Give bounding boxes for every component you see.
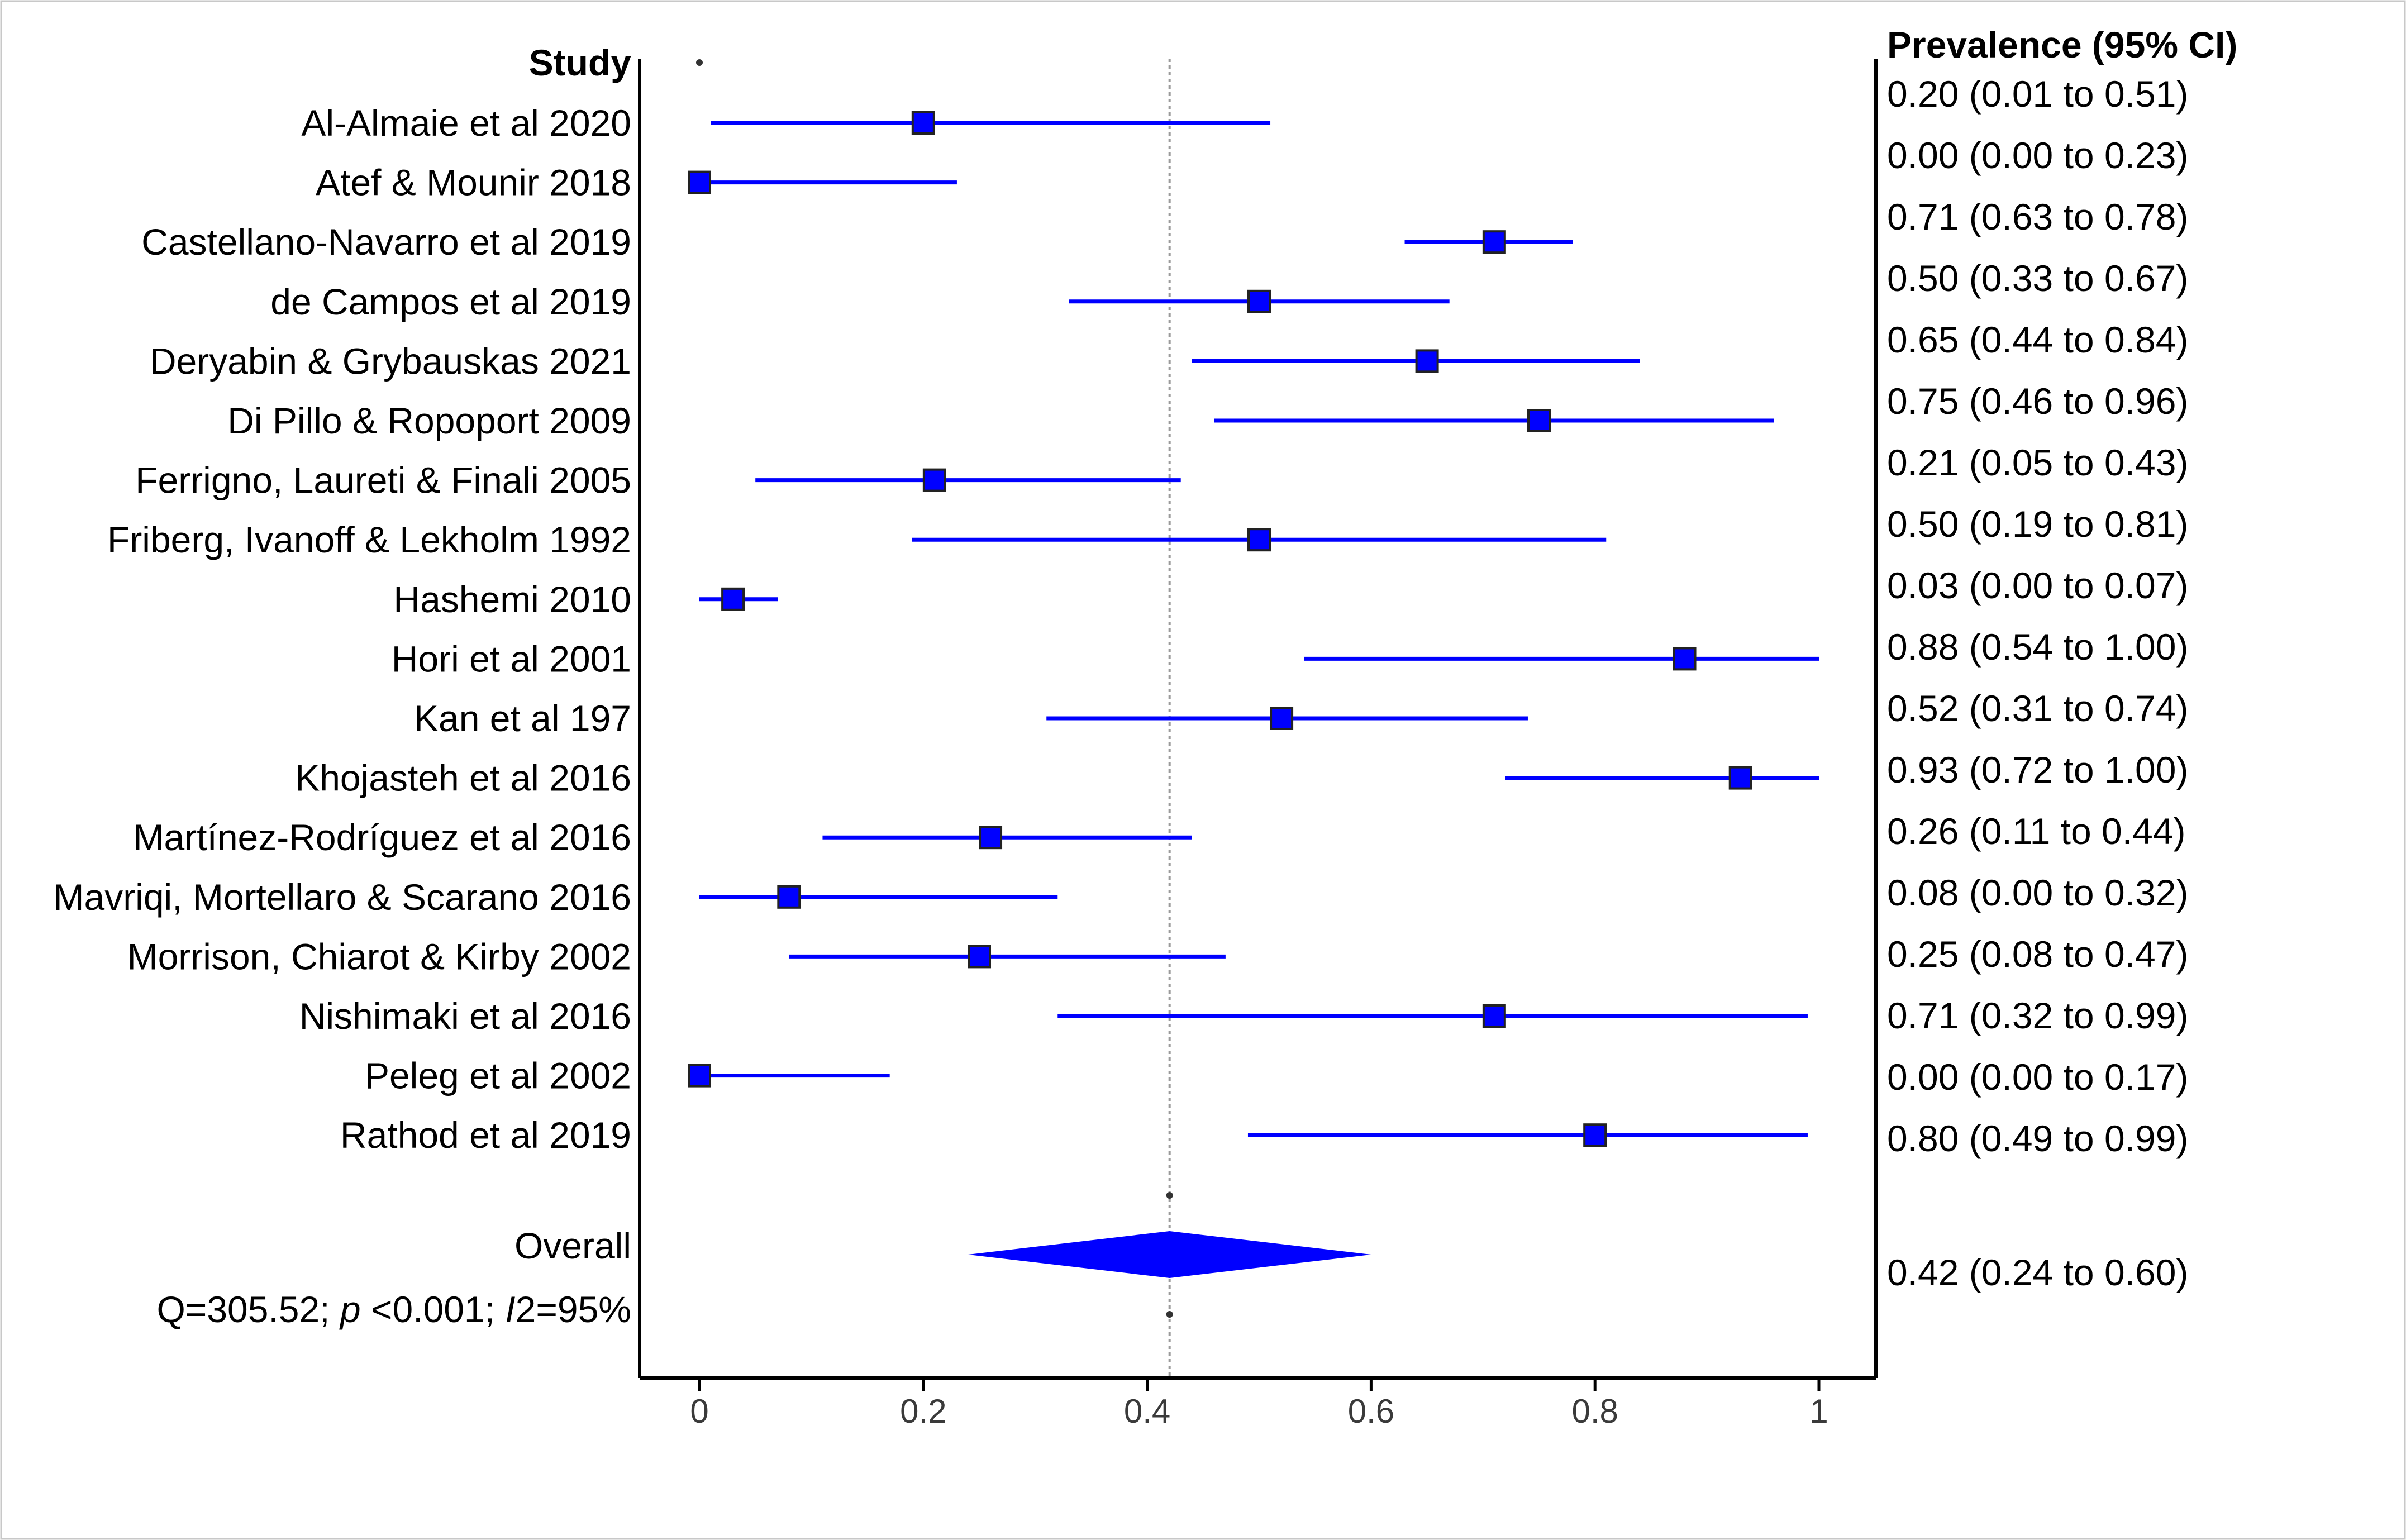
overall-marker-top <box>1166 1192 1173 1199</box>
ci-value: 0.71 (0.63 to 0.78) <box>1887 196 2188 237</box>
ci-value: 0.65 (0.44 to 0.84) <box>1887 319 2188 360</box>
study-row: Di Pillo & Ropoport 2009 0.75 (0.46 to 0.… <box>227 380 2188 441</box>
heterogeneity-p-value: <0.001; <box>361 1289 506 1330</box>
ci-value: 0.08 (0.00 to 0.32) <box>1887 872 2188 913</box>
study-label: Ferrigno, Laureti & Finali 2005 <box>135 460 631 501</box>
study-column-header: Study <box>529 42 632 83</box>
study-label: Morrison, Chiarot & Kirby 2002 <box>127 936 631 977</box>
point-estimate-marker <box>1482 1004 1506 1028</box>
ci-value: 0.00 (0.00 to 0.23) <box>1887 135 2188 176</box>
ci-value: 0.03 (0.00 to 0.07) <box>1887 565 2188 606</box>
study-label: Hashemi 2010 <box>393 579 631 620</box>
ci-value: 0.75 (0.46 to 0.96) <box>1887 380 2188 422</box>
study-label: Mavriqi, Mortellaro & Scarano 2016 <box>54 876 631 918</box>
study-label: Al-Almaie et al 2020 <box>301 102 631 144</box>
ci-column-header: Prevalence (95% CI) <box>1887 24 2237 65</box>
study-row: Deryabin & Grybauskas 2021 0.65 (0.44 to … <box>150 319 2189 382</box>
heterogeneity-p-symbol: p <box>339 1289 361 1330</box>
x-tick-label: 1 <box>1809 1393 1828 1430</box>
study-label: Martínez-Rodríguez et al 2016 <box>134 817 631 858</box>
x-tick-label: 0.4 <box>1124 1393 1170 1430</box>
heterogeneity-q: Q=305.52; <box>156 1289 340 1330</box>
study-row: Rathod et al 2019 0.80 (0.49 to 0.99) <box>340 1114 2188 1159</box>
point-estimate-marker <box>1270 707 1294 730</box>
study-label: Deryabin & Grybauskas 2021 <box>150 340 631 382</box>
study-row: Martínez-Rodríguez et al 2016 0.26 (0.11 … <box>134 810 2186 858</box>
ci-value: 0.26 (0.11 to 0.44) <box>1887 810 2185 852</box>
heterogeneity-i-value: 2=95% <box>516 1289 631 1330</box>
ci-value: 0.25 (0.08 to 0.47) <box>1887 933 2188 975</box>
study-label: Peleg et al 2002 <box>365 1055 631 1096</box>
ci-value: 0.21 (0.05 to 0.43) <box>1887 442 2188 483</box>
study-label: Atef & Mounir 2018 <box>316 162 631 203</box>
point-estimate-marker <box>688 1064 711 1088</box>
study-row: Nishimaki et al 2016 0.71 (0.32 to 0.99) <box>299 995 2189 1037</box>
overall-marker-bottom <box>1166 1311 1173 1318</box>
ci-value: 0.20 (0.01 to 0.51) <box>1887 73 2188 115</box>
ci-value: 0.80 (0.49 to 0.99) <box>1887 1118 2188 1159</box>
study-row: Morrison, Chiarot & Kirby 2002 0.25 (0.08… <box>127 933 2189 977</box>
study-row: Atef & Mounir 2018 0.00 (0.00 to 0.23) <box>316 135 2188 203</box>
x-tick-label: 0.8 <box>1571 1393 1618 1430</box>
study-row: Kan et al 197 0.52 (0.31 to 0.74) <box>414 688 2188 739</box>
x-tick-label: 0.6 <box>1348 1393 1394 1430</box>
point-estimate-marker <box>777 885 801 909</box>
ci-value: 0.00 (0.00 to 0.17) <box>1887 1056 2188 1098</box>
point-estimate-marker <box>1247 528 1271 552</box>
study-row: Friberg, Ivanoff & Lekholm 1992 0.50 (0.1… <box>107 503 2188 560</box>
overall-label: Overall <box>514 1225 631 1266</box>
point-estimate-marker <box>688 170 711 194</box>
study-row: Mavriqi, Mortellaro & Scarano 2016 0.08 (… <box>54 872 2189 918</box>
ci-value: 0.71 (0.32 to 0.99) <box>1887 995 2188 1036</box>
study-row: Peleg et al 2002 0.00 (0.00 to 0.17) <box>365 1055 2188 1098</box>
overall-diamond <box>968 1231 1371 1278</box>
study-row: Castellano-Navarro et al 2019 0.71 (0.63 … <box>141 196 2188 263</box>
point-estimate-marker <box>1527 409 1551 432</box>
ci-value: 0.88 (0.54 to 1.00) <box>1887 626 2188 668</box>
point-estimate-marker <box>1415 349 1439 373</box>
point-estimate-marker <box>1583 1123 1607 1147</box>
study-row: Al-Almaie et al 2020 0.20 (0.01 to 0.51) <box>301 73 2188 144</box>
null-line-marker <box>696 59 703 66</box>
study-label: Friberg, Ivanoff & Lekholm 1992 <box>107 519 631 560</box>
point-estimate-marker <box>721 587 745 611</box>
point-estimate-marker <box>1728 766 1752 790</box>
point-estimate-marker <box>1247 289 1271 313</box>
x-axis-ticks: 0 0.2 0.4 0.6 0.8 1 <box>690 1378 1828 1430</box>
study-label: Kan et al 197 <box>414 698 631 739</box>
overall-ci-value: 0.42 (0.24 to 0.60) <box>1887 1252 2188 1293</box>
study-label: Di Pillo & Ropoport 2009 <box>227 400 631 441</box>
study-row: Hori et al 2001 0.88 (0.54 to 1.00) <box>392 626 2189 679</box>
ci-value: 0.50 (0.19 to 0.81) <box>1887 503 2188 545</box>
study-row: de Campos et al 2019 0.50 (0.33 to 0.67) <box>270 258 2188 322</box>
x-tick-label: 0 <box>690 1393 708 1430</box>
study-row: Khojasteh et al 2016 0.93 (0.72 to 1.00) <box>295 749 2188 799</box>
heterogeneity-i-symbol: I <box>505 1289 515 1330</box>
study-label: Khojasteh et al 2016 <box>295 757 631 799</box>
study-label: Nishimaki et al 2016 <box>299 995 631 1037</box>
study-row: Hashemi 2010 0.03 (0.00 to 0.07) <box>393 565 2188 620</box>
study-label: Rathod et al 2019 <box>340 1114 631 1156</box>
point-estimate-marker <box>1482 230 1506 254</box>
overall-row: Overall 0.42 (0.24 to 0.60) <box>514 1225 2188 1293</box>
point-estimate-marker <box>922 468 946 492</box>
point-estimate-marker <box>1673 647 1697 671</box>
ci-value: 0.93 (0.72 to 1.00) <box>1887 749 2188 790</box>
study-label: Castellano-Navarro et al 2019 <box>141 221 631 263</box>
x-tick-label: 0.2 <box>900 1393 946 1430</box>
point-estimate-marker <box>911 111 935 135</box>
study-row: Ferrigno, Laureti & Finali 2005 0.21 (0.0… <box>135 442 2188 501</box>
study-label: de Campos et al 2019 <box>270 281 631 322</box>
point-estimate-marker <box>968 945 991 969</box>
ci-value: 0.50 (0.33 to 0.67) <box>1887 258 2188 299</box>
heterogeneity-stats: Q=305.52; p <0.001; I2=95% <box>156 1289 631 1330</box>
point-estimate-marker <box>979 826 1003 850</box>
ci-value: 0.52 (0.31 to 0.74) <box>1887 688 2188 729</box>
study-label: Hori et al 2001 <box>392 638 631 679</box>
